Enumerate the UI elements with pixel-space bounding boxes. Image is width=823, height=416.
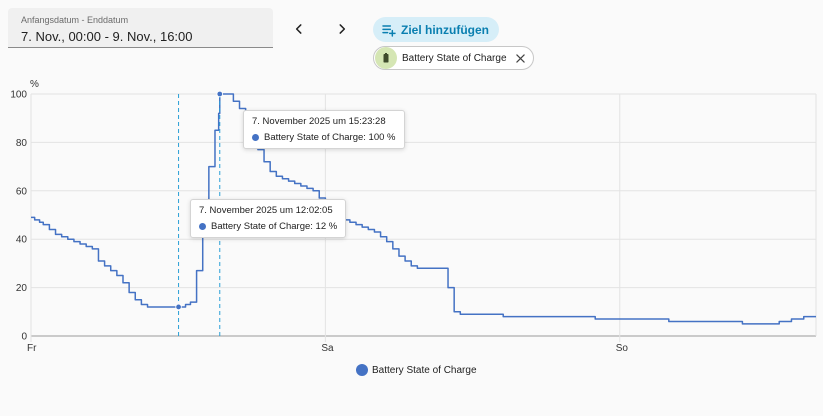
next-period-button[interactable] bbox=[329, 16, 355, 42]
add-target-button[interactable]: Ziel hinzufügen bbox=[373, 17, 499, 42]
chart-legend[interactable]: Battery State of Charge bbox=[356, 364, 477, 376]
y-tick-label: 0 bbox=[21, 332, 27, 343]
playlist-plus-icon bbox=[382, 24, 396, 37]
remove-entity-button[interactable] bbox=[515, 52, 527, 64]
y-tick-label: 20 bbox=[16, 283, 28, 294]
tooltip-value: Battery State of Charge: 100 % bbox=[264, 132, 396, 143]
legend-marker bbox=[356, 364, 368, 376]
y-axis-label: % bbox=[30, 79, 39, 90]
x-tick-label: Sa bbox=[321, 343, 334, 354]
tooltip-series-marker bbox=[252, 134, 259, 141]
data-tooltip: 7. November 2025 um 12:02:05 Battery Stat… bbox=[190, 199, 347, 238]
date-range-value: 7. Nov., 00:00 - 9. Nov., 16:00 bbox=[21, 29, 193, 44]
y-tick-label: 40 bbox=[16, 235, 28, 246]
add-target-label: Ziel hinzufügen bbox=[401, 22, 489, 37]
chevron-left-icon bbox=[295, 24, 302, 34]
date-range-field[interactable]: Anfangsdatum - Enddatum 7. Nov., 00:00 -… bbox=[8, 8, 273, 48]
y-tick-label: 80 bbox=[16, 138, 28, 149]
chevron-right-icon bbox=[339, 24, 346, 34]
date-range-label: Anfangsdatum - Enddatum bbox=[21, 15, 129, 25]
data-point-marker bbox=[216, 90, 223, 98]
legend-label: Battery State of Charge bbox=[372, 364, 477, 376]
close-icon bbox=[516, 53, 525, 63]
data-tooltip: 7. November 2025 um 15:23:28 Battery Stat… bbox=[243, 110, 405, 149]
tooltip-title: 7. November 2025 um 12:02:05 bbox=[199, 205, 333, 216]
tooltip-series-marker bbox=[199, 223, 206, 230]
series-line bbox=[31, 93, 816, 325]
tooltip-row: Battery State of Charge: 12 % bbox=[199, 221, 337, 232]
y-tick-label: 60 bbox=[16, 186, 28, 197]
data-point-marker bbox=[175, 303, 182, 311]
x-tick-label: So bbox=[616, 343, 629, 354]
tooltip-row: Battery State of Charge: 100 % bbox=[252, 132, 396, 143]
entity-chip[interactable]: Battery State of Charge bbox=[373, 46, 534, 70]
y-tick-label: 100 bbox=[10, 90, 27, 101]
previous-period-button[interactable] bbox=[286, 16, 312, 42]
tooltip-value: Battery State of Charge: 12 % bbox=[211, 221, 338, 232]
entity-chip-label: Battery State of Charge bbox=[402, 52, 507, 64]
tooltip-title: 7. November 2025 um 15:23:28 bbox=[252, 116, 386, 127]
x-tick-label: Fr bbox=[27, 343, 37, 354]
battery-icon bbox=[375, 47, 397, 69]
